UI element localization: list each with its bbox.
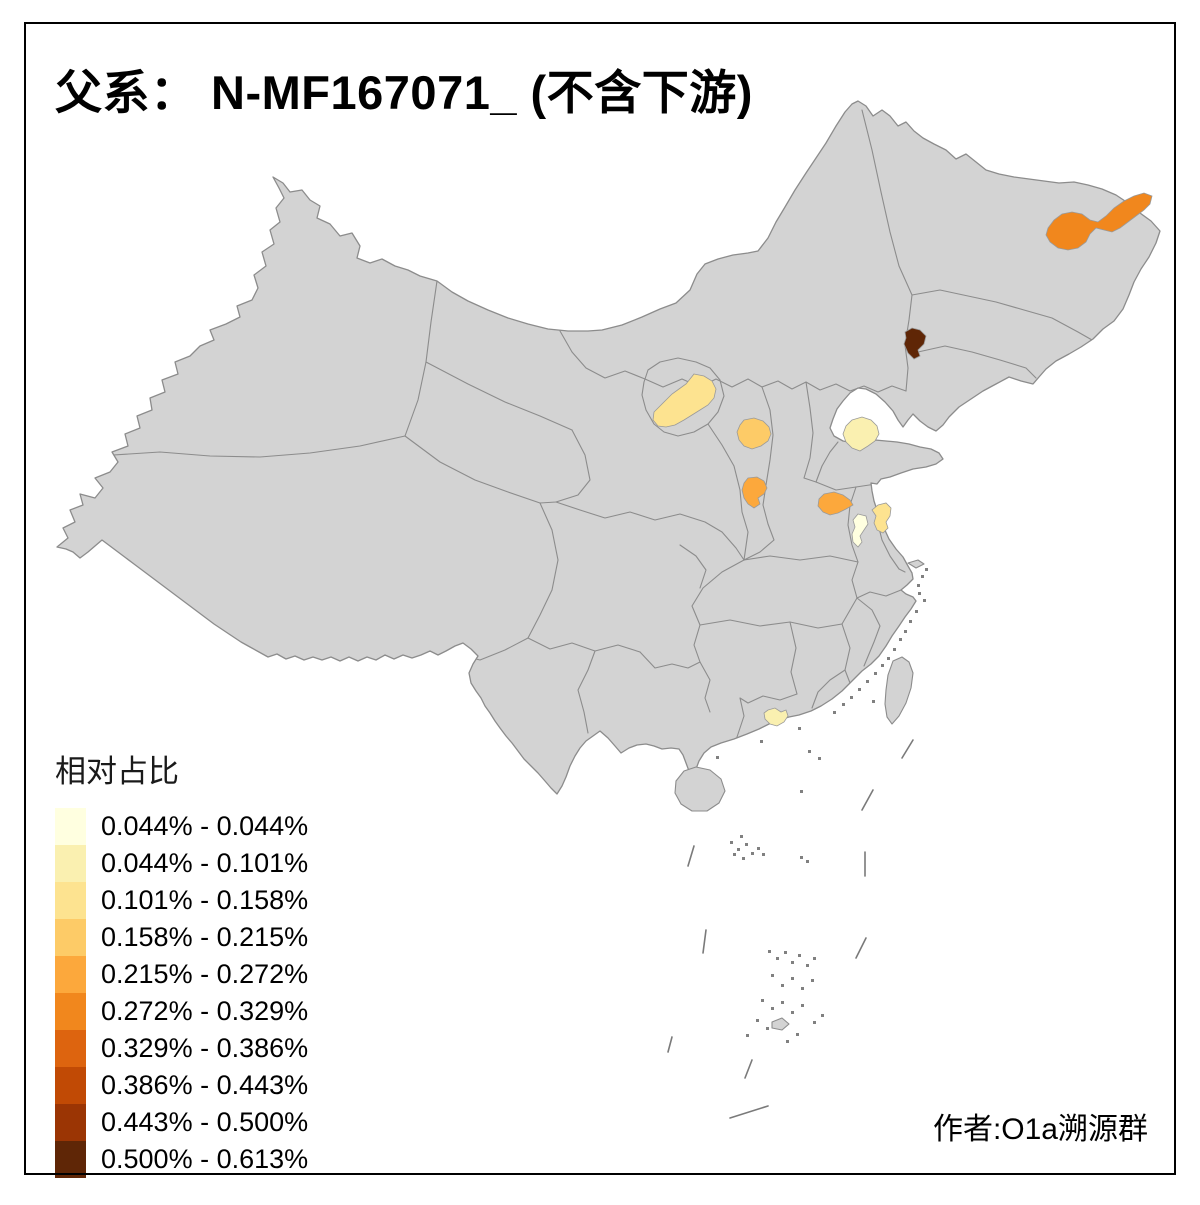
region-shaanxi-central — [741, 476, 768, 509]
legend-row: 0.500% - 0.613% — [55, 1141, 308, 1178]
region-shandong-west — [842, 416, 880, 452]
attribution: 作者:O1a溯源群 — [932, 1113, 1148, 1146]
hainan-island — [674, 766, 726, 812]
chongming-island — [907, 559, 925, 569]
legend-label: 0.443% - 0.500% — [101, 1107, 309, 1137]
legend-row: 0.158% - 0.215% — [55, 919, 308, 956]
legend-label: 0.215% - 0.272% — [101, 959, 309, 989]
legend-title: 相对占比 — [55, 754, 179, 789]
legend-row: 0.329% - 0.386% — [55, 1030, 308, 1067]
spratly-islet — [771, 1017, 790, 1031]
legend-swatch — [55, 919, 86, 956]
coastal-islets — [716, 568, 928, 759]
legend-row: 0.101% - 0.158% — [55, 882, 308, 919]
legend-label: 0.272% - 0.329% — [101, 996, 309, 1026]
region-liaoning-central — [903, 327, 927, 360]
legend-swatch — [55, 808, 86, 845]
legend-label: 0.044% - 0.101% — [101, 848, 309, 878]
page-title: 父系： N-MF167071_ (不含下游) — [55, 66, 753, 119]
south-china-sea-islands — [730, 750, 824, 1043]
legend-swatch — [55, 1141, 86, 1178]
legend-row: 0.215% - 0.272% — [55, 956, 308, 993]
region-ningxia — [652, 373, 717, 428]
legend-swatch — [55, 993, 86, 1030]
legend-row: 0.443% - 0.500% — [55, 1104, 308, 1141]
legend-swatch — [55, 956, 86, 993]
region-anhui-north — [871, 502, 892, 534]
legend-label: 0.329% - 0.386% — [101, 1033, 309, 1063]
taiwan-island — [884, 656, 914, 725]
legend-row: 0.272% - 0.329% — [55, 993, 308, 1030]
legend-label: 0.500% - 0.613% — [101, 1144, 309, 1174]
region-guangdong-pearl-delta — [763, 707, 789, 727]
islands — [674, 559, 925, 1031]
region-henan-south — [817, 491, 854, 516]
china-mainland — [56, 100, 1161, 795]
legend-row: 0.044% - 0.044% — [55, 808, 308, 845]
region-shaanxi-north — [736, 417, 772, 450]
legend-swatch — [55, 845, 86, 882]
nine-dash-line — [667, 739, 914, 1119]
region-heilongjiang-east — [1045, 192, 1153, 251]
legend-label: 0.101% - 0.158% — [101, 885, 309, 915]
region-anhui-central — [851, 513, 869, 548]
highlighted-regions — [652, 192, 1153, 727]
legend-swatch — [55, 1067, 86, 1104]
province-borders — [97, 109, 1093, 741]
legend-label: 0.158% - 0.215% — [101, 922, 309, 952]
legend-row: 0.044% - 0.101% — [55, 845, 308, 882]
legend-swatch — [55, 882, 86, 919]
legend-label: 0.044% - 0.044% — [101, 811, 309, 841]
legend-row: 0.386% - 0.443% — [55, 1067, 308, 1104]
legend-label: 0.386% - 0.443% — [101, 1070, 309, 1100]
legend: 相对占比 0.044% - 0.044% 0.044% - 0.101% 0.1… — [55, 746, 308, 1178]
legend-swatch — [55, 1104, 86, 1141]
legend-swatch — [55, 1030, 86, 1067]
